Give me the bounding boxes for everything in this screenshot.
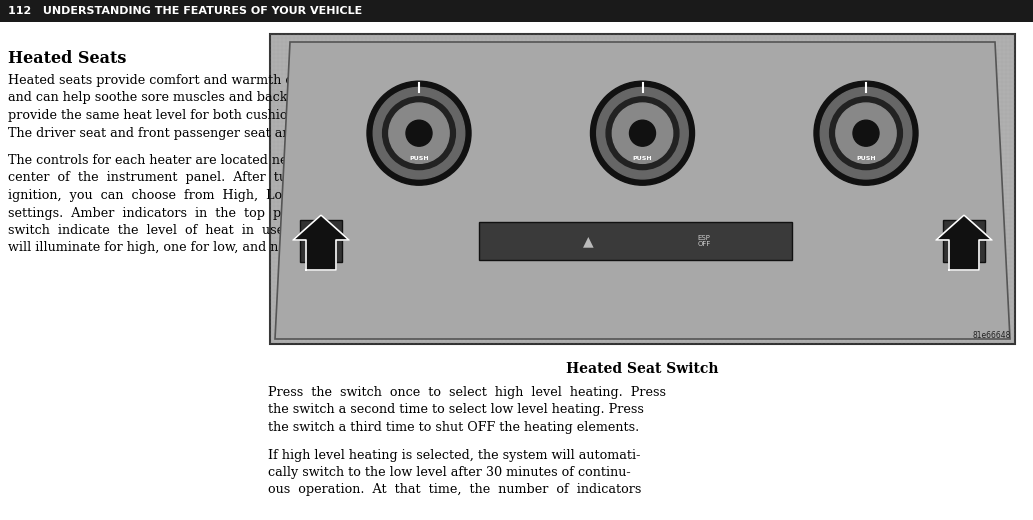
Text: The driver seat and front passenger seat are heated.: The driver seat and front passenger seat… [8, 126, 348, 139]
Circle shape [829, 97, 903, 170]
Text: If high level heating is selected, the system will automati-: If high level heating is selected, the s… [268, 448, 640, 462]
Polygon shape [275, 42, 1010, 339]
Bar [300, 220, 342, 262]
Text: provide the same heat level for both cushion and back.: provide the same heat level for both cus… [8, 109, 363, 122]
Circle shape [367, 81, 471, 185]
Text: switch  indicate  the  level  of  heat  in  use.  Two  indicators: switch indicate the level of heat in use… [8, 224, 396, 237]
Text: Heated Seats: Heated Seats [8, 50, 126, 67]
Text: ≡: ≡ [315, 233, 327, 249]
Circle shape [388, 103, 449, 163]
Circle shape [814, 81, 918, 185]
Text: Heated seats provide comfort and warmth on cold days: Heated seats provide comfort and warmth … [8, 74, 366, 87]
Circle shape [613, 103, 672, 163]
Text: the switch a third time to shut OFF the heating elements.: the switch a third time to shut OFF the … [268, 421, 639, 434]
Polygon shape [936, 215, 992, 270]
Text: ous  operation.  At  that  time,  the  number  of  indicators: ous operation. At that time, the number … [268, 484, 641, 497]
Circle shape [820, 87, 912, 179]
Text: center  of  the  instrument  panel.  After  turning  on  the: center of the instrument panel. After tu… [8, 172, 374, 185]
Text: settings.  Amber  indicators  in  the  top  portion  of  each: settings. Amber indicators in the top po… [8, 206, 379, 219]
Text: ignition,  you  can  choose  from  High,  Low,  or  Off  heat: ignition, you can choose from High, Low,… [8, 189, 382, 202]
Circle shape [597, 87, 688, 179]
Bar [270, 34, 1015, 344]
Circle shape [836, 103, 897, 163]
Text: 112   UNDERSTANDING THE FEATURES OF YOUR VEHICLE: 112 UNDERSTANDING THE FEATURES OF YOUR V… [8, 6, 363, 16]
Circle shape [606, 97, 679, 170]
Text: Heated Seat Switch: Heated Seat Switch [566, 362, 719, 376]
Text: Press  the  switch  once  to  select  high  level  heating.  Press: Press the switch once to select high lev… [268, 386, 666, 399]
Polygon shape [293, 215, 349, 270]
Text: The controls for each heater are located near the bottom: The controls for each heater are located… [8, 154, 376, 167]
Text: will illuminate for high, one for low, and none for off.: will illuminate for high, one for low, a… [8, 241, 349, 254]
Circle shape [629, 120, 656, 146]
Circle shape [591, 81, 694, 185]
Text: PUSH: PUSH [409, 155, 429, 161]
Bar [478, 222, 791, 260]
Bar [943, 220, 985, 262]
Circle shape [382, 97, 456, 170]
Text: the switch a second time to select low level heating. Press: the switch a second time to select low l… [268, 404, 644, 417]
Text: 81e66648: 81e66648 [973, 331, 1011, 340]
Text: ▲: ▲ [583, 234, 593, 248]
Bar [0, 0, 1033, 22]
Bar [470, 2, 492, 20]
Text: PUSH: PUSH [632, 155, 652, 161]
Text: and can help soothe sore muscles and backs. The heaters: and can help soothe sore muscles and bac… [8, 92, 379, 105]
Circle shape [853, 120, 879, 146]
Circle shape [406, 120, 432, 146]
Text: PUSH: PUSH [856, 155, 876, 161]
Circle shape [373, 87, 465, 179]
Text: cally switch to the low level after 30 minutes of continu-: cally switch to the low level after 30 m… [268, 466, 630, 479]
Text: ESP
OFF: ESP OFF [697, 235, 711, 248]
Text: ≡: ≡ [958, 233, 970, 249]
